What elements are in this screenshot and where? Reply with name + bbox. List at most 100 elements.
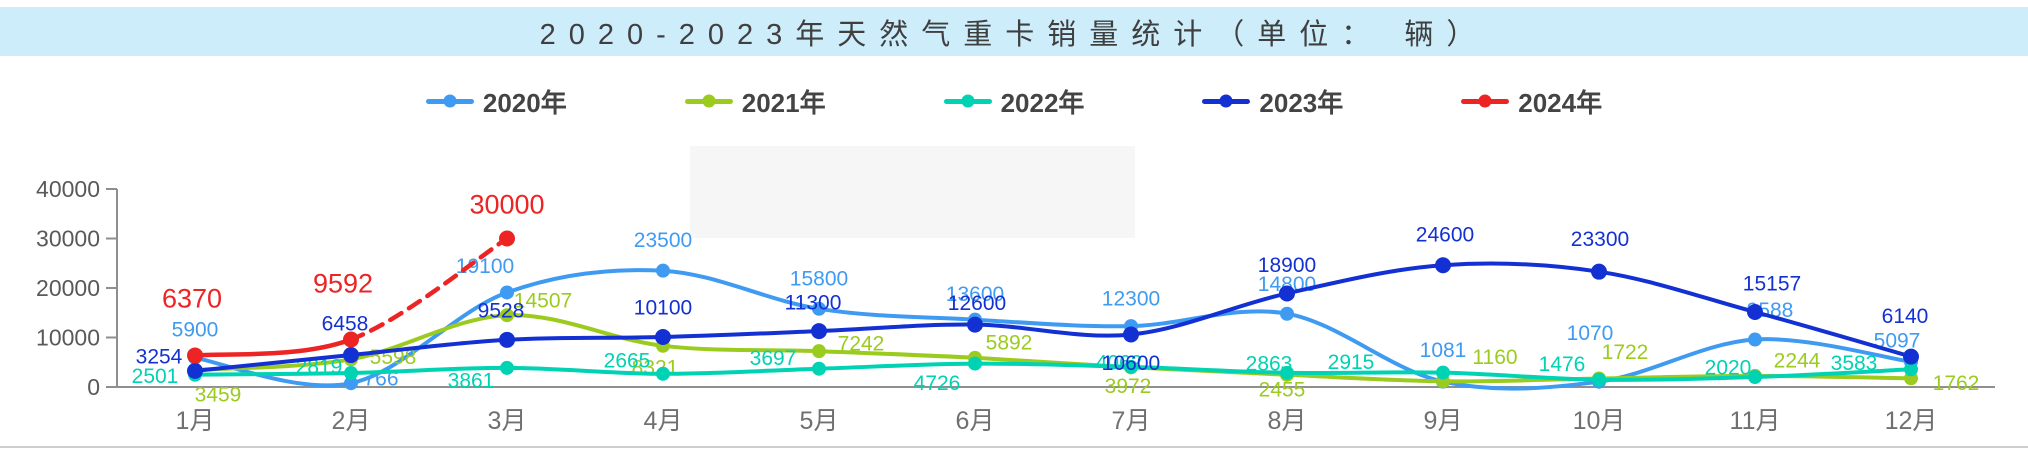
data-point[interactable] xyxy=(343,331,359,348)
data-point-label: 3459 xyxy=(195,383,242,406)
data-point[interactable] xyxy=(500,360,514,375)
data-point-label: 1722 xyxy=(1602,341,1649,364)
data-point[interactable] xyxy=(1124,359,1138,374)
data-point-label: 1476 xyxy=(1539,353,1586,376)
legend: 2020年 2021年 2022年 2023年 2024年 xyxy=(0,84,2028,118)
data-point-label: 23500 xyxy=(634,229,692,252)
data-point-label: 14507 xyxy=(514,290,572,313)
data-point-label: 30000 xyxy=(469,190,544,220)
data-point[interactable] xyxy=(500,285,514,300)
title-banner: 2020-2023年天然气重卡销量统计（单位： 辆） xyxy=(0,7,2028,56)
data-point-label: 13600 xyxy=(946,283,1004,306)
data-point[interactable] xyxy=(499,331,515,348)
x-category-label: 1月 xyxy=(176,407,215,435)
data-point[interactable] xyxy=(187,347,203,364)
data-point[interactable] xyxy=(812,361,826,376)
legend-dot-icon xyxy=(1219,94,1233,108)
legend-line-marker-icon xyxy=(425,94,474,108)
legend-item-2023年[interactable]: 2023年 xyxy=(1202,83,1343,120)
data-point[interactable] xyxy=(1280,306,1294,321)
data-point[interactable] xyxy=(1903,348,1919,365)
data-point-label: 23300 xyxy=(1571,228,1629,251)
data-point[interactable] xyxy=(344,366,358,381)
data-point[interactable] xyxy=(1280,365,1294,380)
data-point[interactable] xyxy=(1279,285,1295,302)
data-point[interactable] xyxy=(343,347,359,364)
data-point-label: 9592 xyxy=(313,269,373,299)
data-point[interactable] xyxy=(967,316,983,333)
data-point-label: 9528 xyxy=(478,299,525,322)
data-point-label: 2244 xyxy=(1774,349,1821,372)
data-point[interactable] xyxy=(1435,257,1451,274)
data-point-label: 3583 xyxy=(1831,352,1878,375)
data-point-label: 3254 xyxy=(136,345,183,368)
data-point-label: 15157 xyxy=(1743,272,1801,295)
data-point-label: 19100 xyxy=(456,255,514,278)
data-point[interactable] xyxy=(344,376,358,391)
data-point-label: 4726 xyxy=(914,372,961,395)
legend-line-marker-icon xyxy=(1461,94,1510,108)
x-category-label: 6月 xyxy=(956,407,995,435)
y-tick-label: 20000 xyxy=(36,275,100,301)
legend-label: 2022年 xyxy=(1000,87,1085,118)
x-category-label: 5月 xyxy=(800,407,839,435)
legend-line-marker-icon xyxy=(684,94,733,108)
data-point-label: 10600 xyxy=(1102,352,1160,375)
data-point[interactable] xyxy=(656,263,670,278)
data-point[interactable] xyxy=(655,329,671,346)
data-point[interactable] xyxy=(812,344,826,359)
data-point-label: 1160 xyxy=(1472,346,1517,369)
data-point-label: 3697 xyxy=(750,347,797,370)
background-patch xyxy=(690,146,1135,238)
x-category-label: 10月 xyxy=(1573,407,1626,435)
data-point-label: 12300 xyxy=(1102,288,1160,311)
x-category-label: 12月 xyxy=(1885,407,1938,435)
data-point-label: 3861 xyxy=(448,369,495,392)
data-point[interactable] xyxy=(1591,263,1607,280)
data-point-label: 2863 xyxy=(1246,352,1293,375)
x-category-label: 3月 xyxy=(488,407,527,435)
data-point[interactable] xyxy=(499,230,515,247)
data-point-label: 24600 xyxy=(1416,224,1474,247)
data-point-label: 3972 xyxy=(1105,375,1152,398)
data-point-label: 1762 xyxy=(1933,372,1980,395)
legend-label: 2020年 xyxy=(482,87,567,118)
data-point[interactable] xyxy=(968,356,982,371)
data-point[interactable] xyxy=(1592,372,1606,387)
data-point-label: 7242 xyxy=(838,333,885,356)
legend-line-marker-icon xyxy=(943,94,992,108)
data-point-label: 12600 xyxy=(948,292,1006,315)
y-tick-label: 10000 xyxy=(36,325,100,351)
data-point[interactable] xyxy=(1747,303,1763,320)
data-point[interactable] xyxy=(1123,326,1139,343)
data-point-label: 6458 xyxy=(322,313,369,336)
legend-item-2020年[interactable]: 2020年 xyxy=(425,83,567,120)
data-point[interactable] xyxy=(656,366,670,381)
data-point[interactable] xyxy=(1904,362,1918,377)
y-tick-label: 40000 xyxy=(36,176,100,202)
legend-item-2022年[interactable]: 2022年 xyxy=(943,83,1085,120)
data-point-label: 18900 xyxy=(1258,254,1316,277)
data-point[interactable] xyxy=(500,308,514,323)
series-line-solid xyxy=(192,337,354,358)
legend-item-2021年[interactable]: 2021年 xyxy=(684,83,826,120)
data-point-label: 2665 xyxy=(604,349,651,372)
data-point-label: 6140 xyxy=(1882,305,1929,328)
series-2024年: 6370 9592 30000 xyxy=(162,190,545,364)
data-point-label: 15800 xyxy=(790,267,848,290)
x-category-label: 8月 xyxy=(1268,407,1307,435)
data-point[interactable] xyxy=(1748,370,1762,385)
legend-dot-icon xyxy=(702,94,716,108)
x-category-label: 4月 xyxy=(644,407,683,435)
legend-item-2024年[interactable]: 2024年 xyxy=(1461,83,1602,120)
data-point[interactable] xyxy=(187,362,203,379)
series-2023年: 3254 6458 9528 10100 11300 12600 10600 18900 246… xyxy=(136,224,1929,379)
data-point[interactable] xyxy=(1436,365,1450,380)
data-point[interactable] xyxy=(1748,332,1762,347)
data-point[interactable] xyxy=(811,323,827,340)
data-point-label: 10100 xyxy=(634,297,692,320)
data-point[interactable] xyxy=(812,301,826,316)
